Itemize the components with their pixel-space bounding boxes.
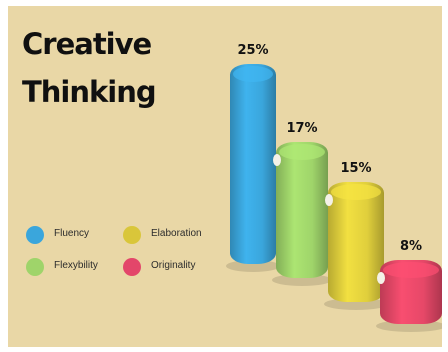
bar-top-cap (383, 262, 439, 278)
bar-value-label: 15% (340, 161, 371, 176)
bar-value-label: 17% (286, 121, 317, 136)
bar-connector (325, 194, 333, 206)
infographic-card: Creative Thinking Fluency Elaboration Fl… (8, 6, 442, 347)
bar-body (276, 142, 328, 278)
bar-connector (377, 272, 385, 284)
bar-connector (273, 154, 281, 166)
title-line-1: Creative (22, 27, 152, 61)
bar-value-label: 25% (237, 43, 268, 58)
bar-elaboration (324, 182, 388, 310)
bar-fluency (226, 64, 280, 272)
bar-top-cap (331, 184, 381, 200)
legend-swatch (123, 226, 141, 244)
legend-swatch (123, 258, 141, 276)
bar-originality (376, 260, 442, 332)
legend-label: Flexybility (54, 260, 98, 271)
bar-body (328, 182, 384, 302)
bar-top-cap (279, 144, 325, 160)
legend-swatch (26, 226, 44, 244)
legend-label: Originality (151, 260, 196, 271)
legend-label: Fluency (54, 228, 90, 239)
bar-flexybility (272, 142, 332, 286)
bar-body (230, 64, 276, 264)
legend-swatch (26, 258, 44, 276)
bar-chart: 25% 17% 15% 8% (226, 43, 442, 332)
bar-shadow (226, 260, 280, 272)
title-line-2: Thinking (22, 75, 157, 109)
bar-top-cap (233, 66, 273, 82)
bar-value-label: 8% (400, 239, 422, 254)
legend-label: Elaboration (151, 228, 202, 239)
